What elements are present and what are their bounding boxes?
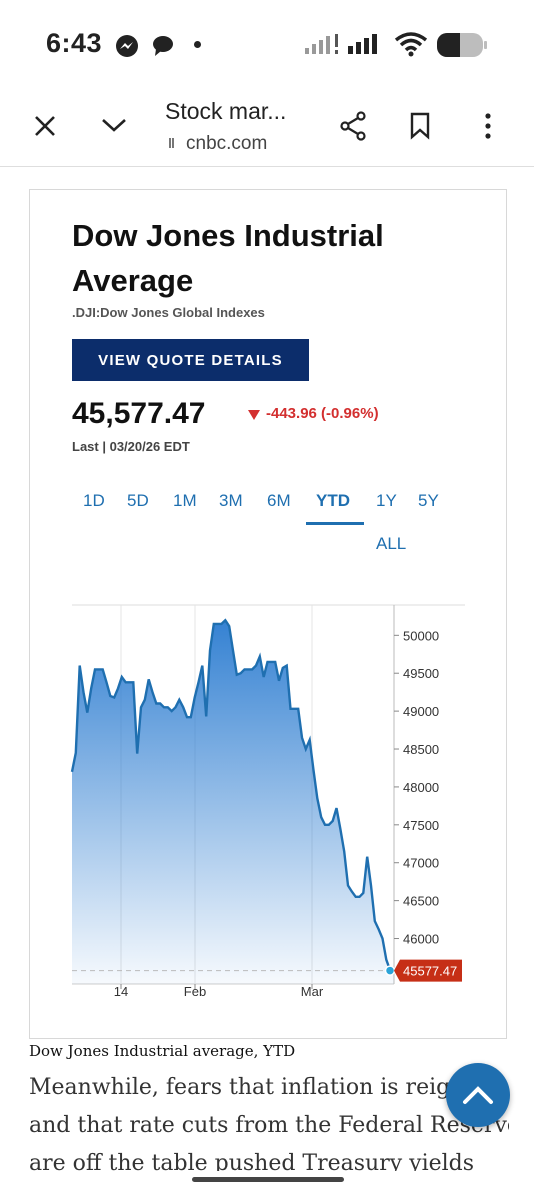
close-icon[interactable] xyxy=(33,114,57,138)
more-menu-icon[interactable] xyxy=(484,112,492,140)
status-bar: 6:43 xyxy=(0,0,534,88)
current-value-tag xyxy=(394,959,462,982)
y-tick-label: 47000 xyxy=(403,856,439,871)
y-tick-label: 46500 xyxy=(403,894,439,909)
bookmark-icon[interactable] xyxy=(409,112,431,140)
wifi-icon xyxy=(394,32,428,57)
y-tick-label: 48500 xyxy=(403,742,439,757)
current-value-label: 45577.47 xyxy=(394,959,462,982)
tab-5d[interactable]: 5D xyxy=(127,491,149,510)
y-tick-label: 49000 xyxy=(403,704,439,719)
messenger-icon xyxy=(116,35,138,57)
active-tab-indicator xyxy=(306,522,364,525)
quote-last-updated: Last | 03/20/26 EDT xyxy=(72,439,190,454)
x-tick-label: Feb xyxy=(184,984,206,999)
quote-change: -443.96 (-0.96%) xyxy=(266,405,379,422)
quote-card xyxy=(29,189,507,1039)
page-title: Stock mar... xyxy=(165,98,287,124)
y-tick-label: 47500 xyxy=(403,818,439,833)
signal-weak-icon xyxy=(305,34,338,54)
quote-symbol: .DJI:Dow Jones Global Indexes xyxy=(72,305,265,320)
y-tick-label: 49500 xyxy=(403,666,439,681)
chart-area xyxy=(72,620,394,984)
quote-title: Dow Jones Industrial Average xyxy=(72,213,472,303)
tab-3m[interactable]: 3M xyxy=(219,491,243,510)
site-info-icon[interactable] xyxy=(166,137,176,149)
y-tick-label: 50000 xyxy=(403,628,439,643)
quote-price: 45,577.47 xyxy=(72,397,206,430)
notification-dot-icon xyxy=(194,41,201,48)
scroll-to-top-button[interactable] xyxy=(446,1063,510,1127)
signal-icon xyxy=(348,34,377,54)
home-indicator[interactable] xyxy=(192,1177,344,1182)
tab-1d[interactable]: 1D xyxy=(83,491,105,510)
ytd-chart[interactable]: 50000 49500 49000 48500 48000 47500 47000 46500… xyxy=(0,590,534,1010)
chart-caption: Dow Jones Industrial average, YTD xyxy=(29,1042,296,1060)
tab-5y[interactable]: 5Y xyxy=(418,491,439,510)
chevron-down-icon[interactable] xyxy=(100,114,128,136)
tab-6m[interactable]: 6M xyxy=(267,491,291,510)
page-url[interactable]: cnbc.com xyxy=(186,133,268,154)
current-value-text: 45577.47 xyxy=(403,964,457,979)
share-icon[interactable] xyxy=(339,111,367,141)
tab-all[interactable]: ALL xyxy=(376,534,407,553)
article-line-3: are off the table pushed Treasury yields xyxy=(29,1151,475,1171)
down-triangle-icon xyxy=(248,410,260,420)
current-value-dot xyxy=(384,965,396,976)
status-time: 6:43 xyxy=(46,28,103,58)
battery-icon xyxy=(437,33,487,57)
y-tick-label: 46000 xyxy=(403,932,439,947)
chart-line xyxy=(70,618,394,972)
quote-title-line1: Dow Jones Industrial xyxy=(72,218,384,253)
article-line-2: and that rate cuts from the Federal Rese… xyxy=(29,1113,509,1138)
tab-1y[interactable]: 1Y xyxy=(376,491,397,510)
tab-1m[interactable]: 1M xyxy=(173,491,197,510)
article-line-1: Meanwhile, fears that inflation is reign xyxy=(29,1075,465,1100)
tab-ytd[interactable]: YTD xyxy=(316,491,350,510)
view-quote-details-button[interactable]: VIEW QUOTE DETAILS xyxy=(72,339,309,381)
x-tick-label: Mar xyxy=(301,984,324,999)
browser-toolbar xyxy=(0,88,534,167)
x-tick-label: 14 xyxy=(114,984,128,999)
chat-bubble-icon xyxy=(153,36,173,56)
y-tick-label: 48000 xyxy=(403,780,439,795)
chevron-up-icon xyxy=(463,1086,493,1104)
quote-title-line2: Average xyxy=(72,263,194,298)
